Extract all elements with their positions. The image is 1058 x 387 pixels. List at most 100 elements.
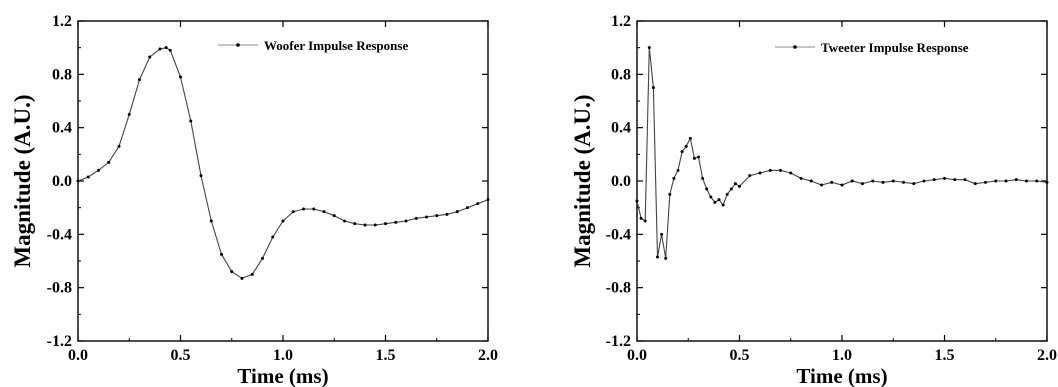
series-line-tweeter	[636, 47, 1048, 259]
data-point	[881, 180, 885, 184]
y-axis-label: Magnitude (A.U.)	[10, 94, 35, 267]
data-point	[809, 179, 813, 183]
woofer-chart: 1.2 0.8 0.4 0.0 -0.4 -0.8 -1.2 0.0 0.5 1.0 1.5 2.0…	[10, 13, 498, 387]
legend-label: Woofer Impulse Response	[264, 38, 408, 53]
data-point	[86, 175, 90, 179]
data-point	[639, 216, 643, 220]
data-point	[729, 187, 733, 191]
data-point	[973, 182, 977, 186]
x-tick-label: 2.0	[478, 347, 498, 364]
data-point	[684, 144, 688, 148]
data-point	[840, 183, 844, 187]
data-point	[830, 180, 834, 184]
data-point	[189, 119, 193, 123]
data-point	[709, 195, 713, 199]
y-tick-label: 0.4	[611, 120, 631, 137]
x-tick-label: 0.0	[68, 347, 88, 364]
data-point	[179, 75, 182, 79]
data-point	[733, 182, 737, 186]
data-point	[425, 215, 428, 219]
data-point	[758, 171, 762, 175]
x-tick-label: 0.0	[627, 347, 647, 364]
legend: Tweeter Impulse Response	[775, 40, 969, 55]
y-tick-label: 0.4	[52, 120, 72, 137]
data-point	[721, 203, 725, 207]
data-point	[932, 178, 936, 182]
legend-label: Tweeter Impulse Response	[821, 40, 969, 55]
data-point	[861, 182, 864, 186]
x-tick-label: 0.5	[171, 347, 191, 364]
y-tick-label: 1.2	[611, 13, 631, 30]
data-point	[148, 55, 152, 59]
y-ticks: 1.2 0.8 0.4 0.0 -0.4 -0.8 -1.2	[606, 13, 1047, 350]
x-tick-label: 1.0	[273, 347, 293, 364]
data-point	[891, 179, 895, 183]
x-ticks: 0.0 0.5 1.0 1.5 2.0	[68, 21, 498, 364]
data-point	[363, 223, 367, 227]
x-tick-label: 2.0	[1037, 347, 1057, 364]
data-point	[158, 47, 162, 51]
data-point	[779, 168, 782, 172]
y-tick-label: -0.4	[47, 226, 72, 243]
y-tick-label: -1.2	[47, 333, 72, 350]
y-tick-label: 0.8	[611, 66, 631, 83]
plot-frame	[77, 20, 489, 342]
y-axis-label: Magnitude (A.U.)	[570, 94, 595, 267]
data-point	[713, 200, 717, 204]
data-point	[1004, 179, 1008, 183]
data-point	[455, 210, 459, 214]
data-point	[850, 179, 854, 183]
data-point	[676, 168, 680, 172]
data-point	[332, 214, 336, 218]
data-point	[672, 176, 676, 180]
series-points-woofer	[76, 46, 490, 280]
y-tick-label: -0.8	[47, 280, 72, 297]
data-point	[302, 207, 305, 211]
data-point	[692, 156, 696, 160]
data-point	[322, 210, 326, 214]
data-point	[943, 176, 946, 180]
data-point	[1014, 178, 1018, 182]
x-axis-label: Time (ms)	[796, 364, 887, 387]
data-point	[486, 198, 490, 202]
data-point	[312, 207, 316, 211]
data-point	[1035, 179, 1039, 183]
data-point	[117, 144, 121, 148]
data-point	[281, 219, 285, 223]
data-point	[660, 232, 664, 236]
data-point	[199, 174, 203, 178]
data-point	[697, 155, 700, 159]
data-point	[168, 48, 172, 52]
x-ticks: 0.0 0.5 1.0 1.5 2.0	[627, 21, 1057, 364]
data-point	[799, 176, 803, 180]
y-tick-label: -0.8	[606, 280, 631, 297]
data-point	[1025, 179, 1028, 183]
data-point	[220, 252, 223, 256]
data-point	[664, 256, 668, 260]
series-points-tweeter	[635, 46, 1049, 260]
data-point	[107, 160, 111, 164]
data-point	[343, 219, 346, 223]
data-point	[435, 214, 439, 218]
data-point	[445, 212, 449, 216]
data-point	[768, 168, 772, 172]
data-point	[394, 220, 398, 224]
data-point	[76, 179, 80, 183]
x-tick-label: 1.5	[935, 347, 955, 364]
data-point	[688, 136, 692, 140]
data-point	[820, 183, 823, 187]
data-point	[291, 210, 295, 214]
y-tick-label: -1.2	[606, 333, 631, 350]
data-point	[384, 222, 387, 226]
data-point	[127, 112, 131, 116]
data-point	[902, 180, 905, 184]
y-ticks: 1.2 0.8 0.4 0.0 -0.4 -0.8 -1.2	[47, 13, 488, 350]
data-point	[271, 235, 275, 239]
data-point	[635, 199, 639, 203]
data-point	[97, 168, 100, 172]
data-point	[725, 192, 729, 196]
data-point	[240, 276, 244, 280]
data-point	[647, 46, 651, 50]
data-point	[922, 179, 926, 183]
